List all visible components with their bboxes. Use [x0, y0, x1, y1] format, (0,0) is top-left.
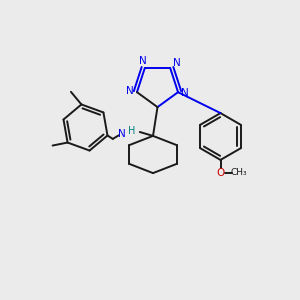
- Text: H: H: [128, 125, 135, 136]
- Text: N: N: [140, 56, 147, 65]
- Text: N: N: [181, 88, 188, 98]
- Text: N: N: [173, 58, 181, 68]
- Text: N: N: [127, 86, 134, 96]
- Text: CH₃: CH₃: [230, 168, 247, 177]
- Text: O: O: [216, 167, 225, 178]
- Text: N: N: [118, 129, 126, 139]
